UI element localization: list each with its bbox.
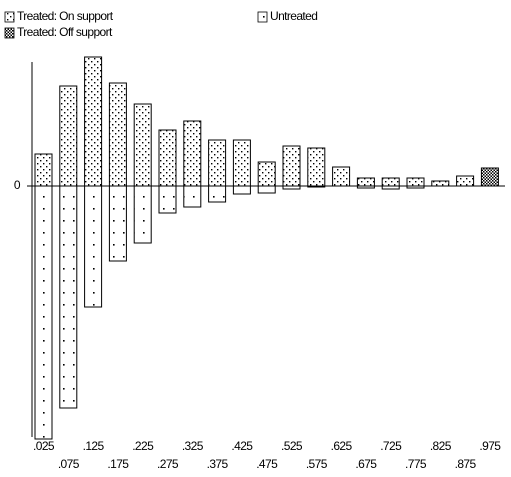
bar bbox=[356, 177, 375, 187]
x-tick-label: .875 bbox=[455, 457, 477, 471]
bar bbox=[158, 185, 177, 214]
x-tick-label: .375 bbox=[207, 457, 229, 471]
x-tick-label: .575 bbox=[306, 457, 328, 471]
x-tick-label: .525 bbox=[281, 439, 303, 453]
bar bbox=[257, 161, 276, 187]
bar bbox=[108, 185, 127, 262]
bar bbox=[84, 185, 103, 308]
legend-label: Treated: Off support bbox=[17, 25, 113, 39]
bar bbox=[34, 153, 53, 187]
x-tick-label: .125 bbox=[83, 439, 105, 453]
bar bbox=[282, 145, 301, 187]
bar bbox=[431, 180, 450, 187]
bar bbox=[108, 82, 127, 187]
bar bbox=[133, 103, 152, 187]
bar bbox=[84, 56, 103, 187]
legend-swatch bbox=[4, 11, 15, 23]
bar bbox=[356, 185, 375, 189]
x-tick-label: .975 bbox=[479, 439, 501, 453]
x-tick-label: .725 bbox=[380, 439, 402, 453]
bar bbox=[59, 185, 78, 409]
bar bbox=[59, 85, 78, 187]
bar bbox=[208, 139, 227, 187]
bar bbox=[183, 185, 202, 208]
x-tick-label: .325 bbox=[182, 439, 204, 453]
bar bbox=[34, 185, 53, 440]
legend-label: Treated: On support bbox=[17, 9, 114, 23]
bar bbox=[480, 167, 499, 187]
bar bbox=[381, 185, 400, 190]
x-tick-label: .175 bbox=[107, 457, 129, 471]
bar bbox=[381, 177, 400, 187]
bar bbox=[232, 139, 251, 187]
bar bbox=[158, 129, 177, 187]
bar bbox=[133, 185, 152, 244]
legend-swatch bbox=[4, 27, 15, 39]
legend: Treated: On support Treated: Off support U… bbox=[4, 9, 318, 39]
x-tick-label: .075 bbox=[58, 457, 80, 471]
bar bbox=[456, 175, 475, 187]
legend-swatch bbox=[257, 11, 268, 23]
x-tick-label: .675 bbox=[355, 457, 377, 471]
bar bbox=[406, 177, 425, 187]
x-tick-label: .475 bbox=[256, 457, 278, 471]
bar bbox=[332, 166, 351, 187]
x-tick-label: .625 bbox=[331, 439, 353, 453]
x-tick-label: .225 bbox=[132, 439, 154, 453]
x-tick-label: .025 bbox=[33, 439, 55, 453]
x-tick-label: .425 bbox=[231, 439, 253, 453]
bar bbox=[232, 185, 251, 195]
bar bbox=[307, 147, 326, 187]
y-tick-label: 0 bbox=[14, 178, 21, 192]
x-tick-label: .775 bbox=[405, 457, 427, 471]
bar bbox=[307, 185, 326, 188]
bar bbox=[257, 185, 276, 194]
bar bbox=[282, 185, 301, 190]
bar bbox=[183, 120, 202, 187]
bar bbox=[406, 185, 425, 189]
legend-label: Untreated bbox=[270, 9, 317, 23]
bar bbox=[208, 185, 227, 203]
x-tick-label: .825 bbox=[430, 439, 452, 453]
x-tick-label: .275 bbox=[157, 457, 179, 471]
